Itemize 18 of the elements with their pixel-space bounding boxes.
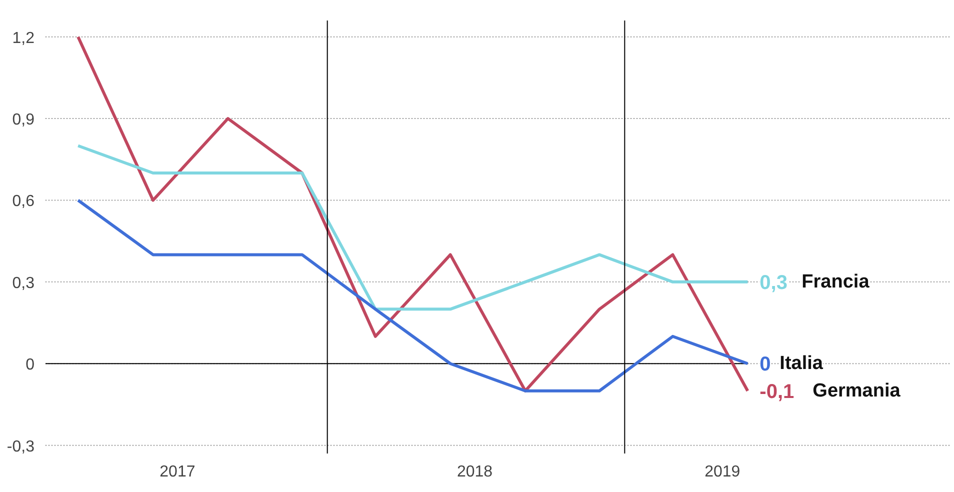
line-series bbox=[76, 144, 750, 311]
text: Francia bbox=[802, 271, 870, 292]
series-label: Italia bbox=[780, 353, 824, 374]
line-series bbox=[76, 198, 750, 392]
data-label: 0,3 bbox=[760, 272, 788, 294]
x-tick-label: 2019 bbox=[704, 464, 740, 480]
y-tick-label: -0,3 bbox=[6, 438, 35, 456]
x-tick-label: 2017 bbox=[160, 464, 196, 480]
y-tick-label: 0,9 bbox=[12, 112, 35, 129]
data-label: 0 bbox=[760, 354, 771, 376]
line-series bbox=[76, 35, 750, 392]
text: Germania bbox=[812, 380, 901, 402]
y-tick-label: 0,6 bbox=[12, 193, 35, 210]
y-tick-label: 1,2 bbox=[12, 30, 35, 47]
x-tick-label: 2018 bbox=[456, 464, 493, 480]
data-label: -0,1 bbox=[760, 380, 794, 403]
y-tick-label: 0,3 bbox=[12, 274, 35, 292]
y-tick-label: 0 bbox=[26, 356, 35, 374]
